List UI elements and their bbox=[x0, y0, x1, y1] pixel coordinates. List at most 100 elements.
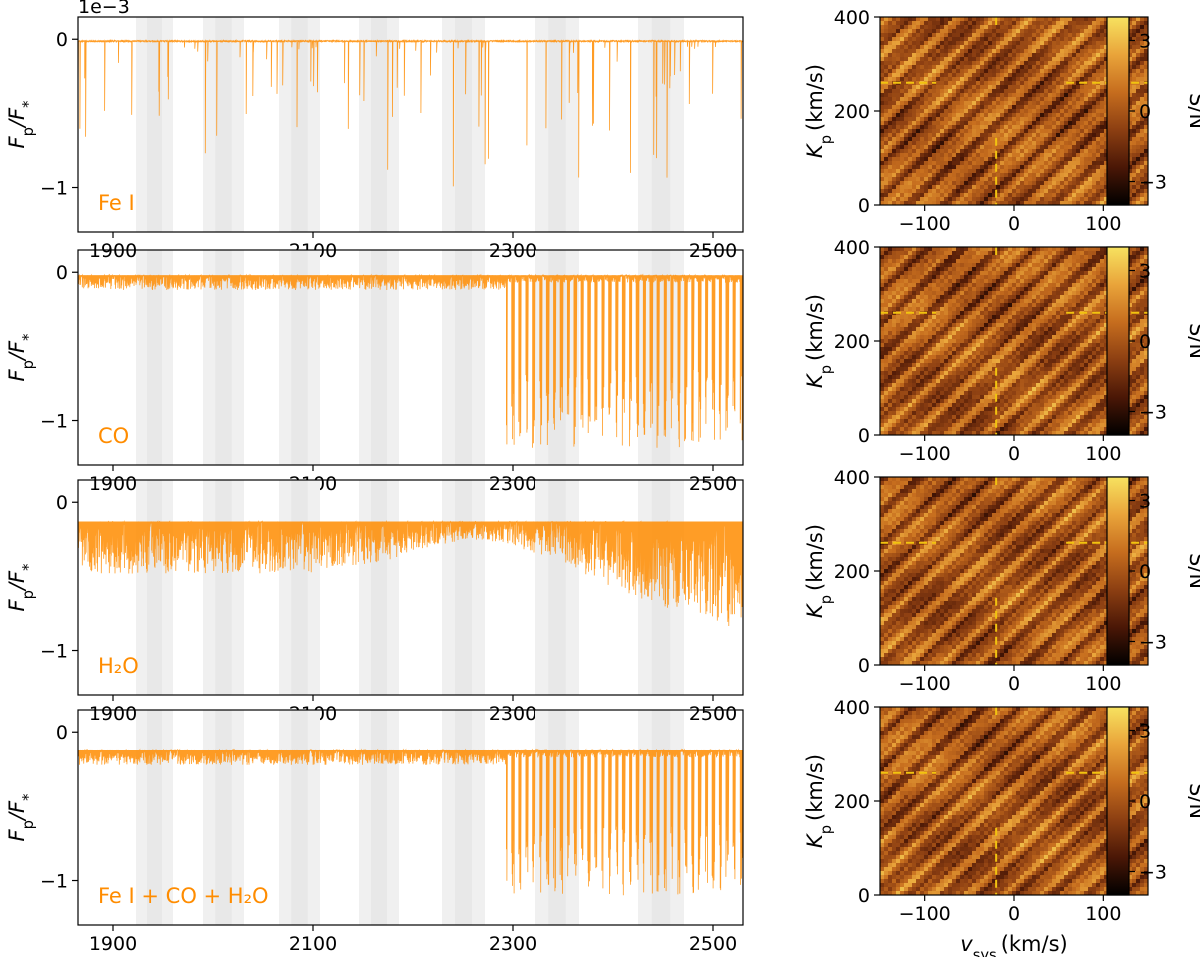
colorbar-tick-label: 0 bbox=[1139, 791, 1151, 813]
masked-band-core bbox=[454, 250, 473, 465]
x-tick-label: 2100 bbox=[289, 933, 337, 955]
spectrum-line bbox=[78, 519, 743, 627]
x-tick-label: −100 bbox=[899, 673, 951, 695]
y-tick-label: 200 bbox=[834, 791, 870, 813]
plot-area bbox=[78, 17, 743, 232]
x-tick-label: 100 bbox=[1085, 443, 1121, 465]
x-tick-label: 100 bbox=[1085, 213, 1121, 235]
x-tick-label: 100 bbox=[1085, 903, 1121, 925]
y-axis-label: Kp(km/s) bbox=[803, 754, 835, 848]
colorbar bbox=[1107, 477, 1129, 665]
x-tick-label: 100 bbox=[1085, 673, 1121, 695]
kp-vsys-panel: −100 0 100 0 200 400 Kp(km/s) 3 0 −3 S/N bbox=[803, 7, 1200, 235]
y-axis-label: Kp(km/s) bbox=[803, 524, 835, 618]
masked-band-core bbox=[147, 250, 162, 465]
y-axis-label: Fp/F* bbox=[5, 794, 37, 842]
x-tick-label: 2300 bbox=[489, 933, 537, 955]
x-tick-label: 2300 bbox=[489, 240, 537, 262]
y-tick-label: 0 bbox=[56, 722, 68, 744]
masked-band-core bbox=[215, 17, 232, 232]
plot-area bbox=[78, 480, 743, 695]
masked-band-core bbox=[371, 480, 387, 695]
colorbar-label: S/N bbox=[1185, 783, 1200, 819]
x-tick-label: 0 bbox=[1008, 903, 1020, 925]
masked-band-core bbox=[454, 480, 473, 695]
y-axis-label: Fp/F* bbox=[5, 101, 37, 149]
y-axis-label: Fp/F* bbox=[5, 334, 37, 382]
kp-vsys-panel: −100 0 100 0 200 400 Kp(km/s) 3 0 −3 S/N bbox=[803, 467, 1200, 695]
species-label: H₂O bbox=[98, 654, 139, 678]
spectrum-panel: 1900 2100 2300 2500 0 −1 Fe I + CO + H₂O Fp/F* bbox=[5, 709, 744, 955]
plot-frame bbox=[77, 249, 744, 466]
x-tick-label: 1900 bbox=[89, 240, 137, 262]
colorbar-label: S/N bbox=[1185, 553, 1200, 589]
colorbar bbox=[1107, 247, 1129, 435]
map-area bbox=[880, 247, 1148, 435]
y-tick-label: 0 bbox=[858, 655, 870, 677]
colorbar-tick-label: 0 bbox=[1139, 101, 1151, 123]
masked-band-core bbox=[291, 250, 308, 465]
masked-band-core bbox=[371, 17, 387, 232]
y-tick-label: 200 bbox=[834, 331, 870, 353]
y-tick-label: −1 bbox=[40, 871, 68, 893]
x-tick-label: 2500 bbox=[689, 473, 737, 495]
masked-band-core bbox=[371, 710, 387, 925]
y-tick-label: −1 bbox=[40, 411, 68, 433]
plot-frame bbox=[77, 709, 744, 926]
masked-band-core bbox=[651, 710, 671, 925]
masked-band-core bbox=[651, 250, 671, 465]
kp-vsys-panel: −100 0 100 0 200 400 Kp(km/s) 3 0 −3 S/N bbox=[803, 697, 1200, 925]
x-tick-label: 1900 bbox=[89, 703, 137, 725]
y-axis-label: Kp(km/s) bbox=[803, 294, 835, 388]
y-tick-label: 0 bbox=[858, 195, 870, 217]
masked-band-core bbox=[371, 250, 387, 465]
plot-frame bbox=[77, 16, 744, 233]
y-tick-label: 200 bbox=[834, 101, 870, 123]
masked-band-core bbox=[147, 17, 162, 232]
y-tick-label: 400 bbox=[834, 237, 870, 259]
masked-band-core bbox=[291, 480, 308, 695]
x-tick-label: 0 bbox=[1008, 213, 1020, 235]
plot-frame bbox=[77, 479, 744, 696]
masked-band-core bbox=[291, 17, 308, 232]
masked-band-core bbox=[215, 250, 232, 465]
colorbar-tick-label: 3 bbox=[1139, 31, 1151, 53]
x-tick-label: 1900 bbox=[89, 933, 137, 955]
x-tick-label: 0 bbox=[1008, 673, 1020, 695]
y-tick-label: 0 bbox=[56, 262, 68, 284]
colorbar-tick-label: −3 bbox=[1139, 402, 1167, 424]
x-tick-label: 0 bbox=[1008, 443, 1020, 465]
masked-band-core bbox=[291, 710, 308, 925]
masked-band-core bbox=[454, 17, 473, 232]
x-tick-label: 2300 bbox=[489, 473, 537, 495]
colorbar-label: S/N bbox=[1185, 93, 1200, 129]
x-tick-label: −100 bbox=[899, 443, 951, 465]
map-x-axis-label: vsys (km/s) bbox=[960, 932, 1067, 957]
x-tick-label: −100 bbox=[899, 213, 951, 235]
y-tick-label: 400 bbox=[834, 467, 870, 489]
colorbar-tick-label: 3 bbox=[1139, 721, 1151, 743]
species-label: Fe I bbox=[98, 191, 135, 215]
species-label: CO bbox=[98, 424, 129, 448]
colorbar-label: S/N bbox=[1185, 323, 1200, 359]
plot-area bbox=[78, 710, 743, 925]
spectrum-line bbox=[78, 748, 743, 896]
offset-label: 1e−3 bbox=[78, 0, 130, 18]
x-tick-label: 2500 bbox=[689, 240, 737, 262]
y-tick-label: 200 bbox=[834, 561, 870, 583]
y-tick-label: −1 bbox=[40, 641, 68, 663]
masked-band-core bbox=[215, 480, 232, 695]
colorbar-tick-label: 0 bbox=[1139, 561, 1151, 583]
x-tick-label: 1900 bbox=[89, 473, 137, 495]
kp-vsys-panel: −100 0 100 0 200 400 Kp(km/s) 3 0 −3 S/N bbox=[803, 237, 1200, 465]
x-tick-label: −100 bbox=[899, 903, 951, 925]
y-tick-label: 0 bbox=[858, 885, 870, 907]
y-tick-label: 0 bbox=[56, 492, 68, 514]
x-tick-label: 2300 bbox=[489, 703, 537, 725]
colorbar-tick-label: 0 bbox=[1139, 331, 1151, 353]
spectrum-line bbox=[78, 39, 743, 187]
colorbar-tick-label: −3 bbox=[1139, 172, 1167, 194]
